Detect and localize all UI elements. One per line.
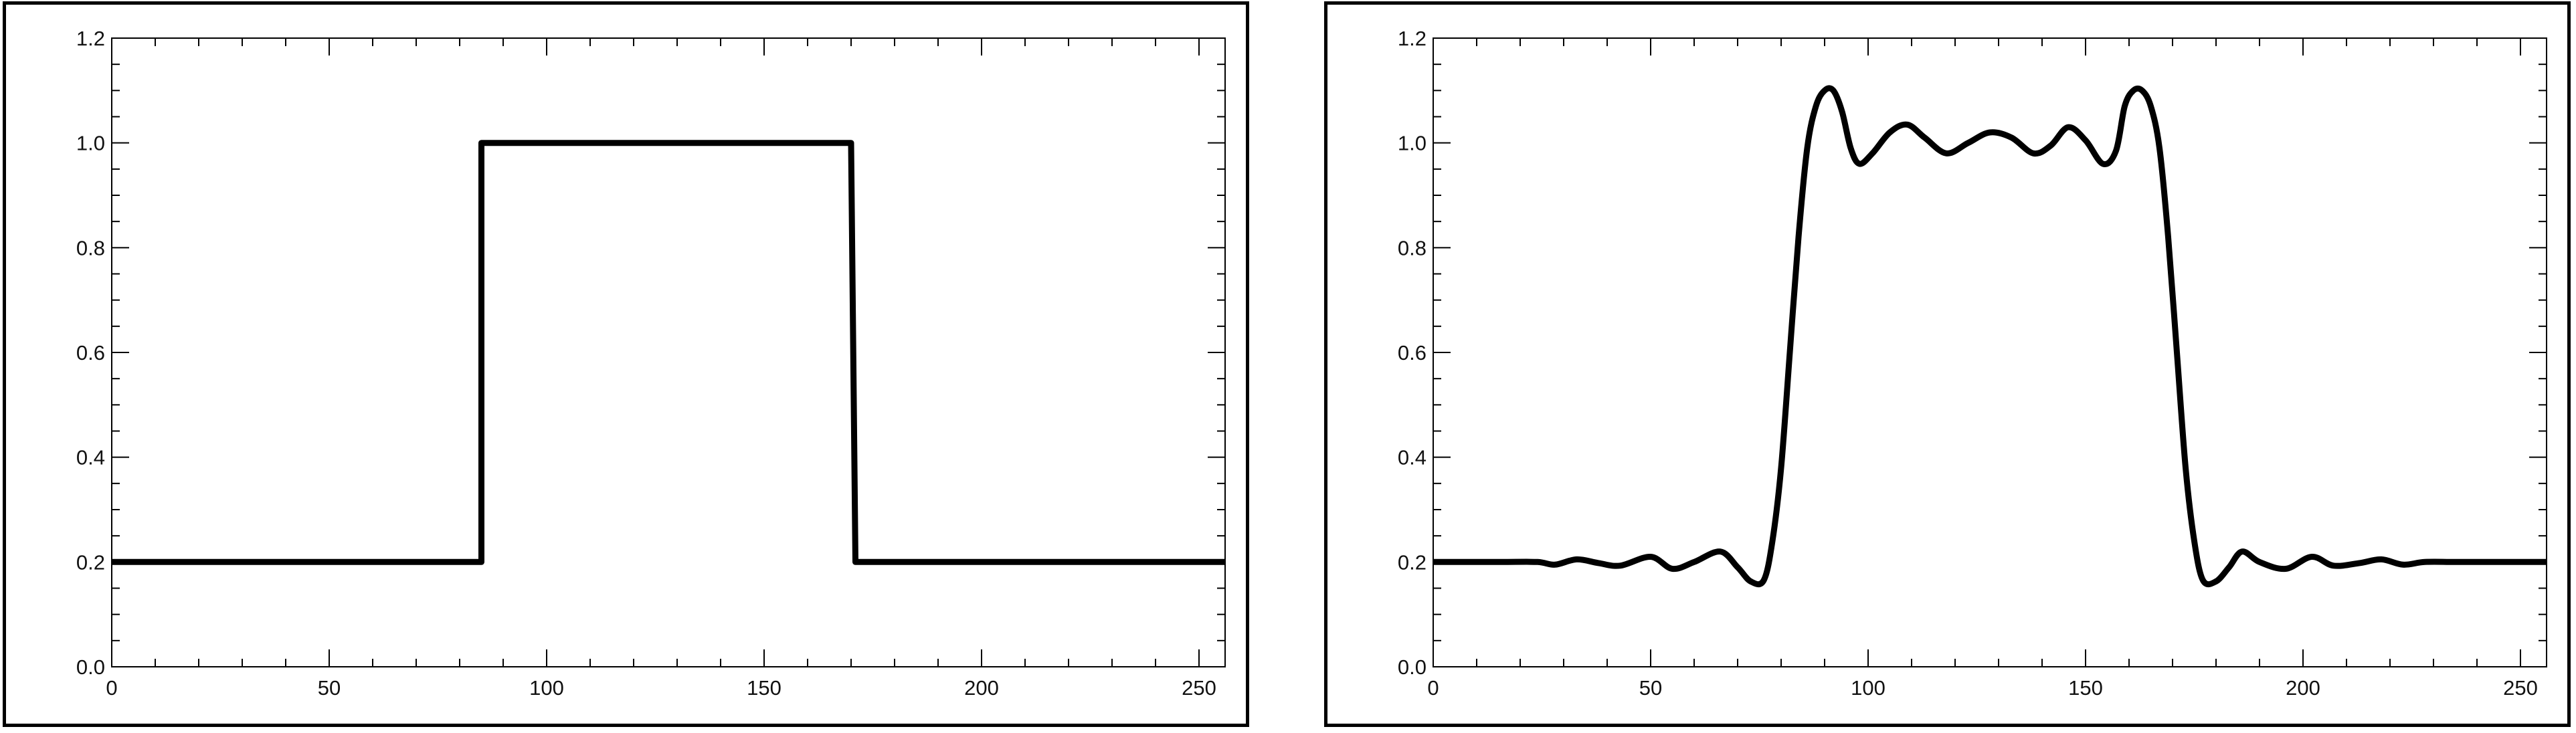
chart-0-series-line [112,140,1225,565]
chart-1-x-tick-label: 0 [1427,676,1439,700]
smoothed-step-chart: 0 50 100 150 200 250 0.0 0.2 0.4 0.6 0.8 1.0 1.2 [1398,27,2547,700]
chart-0-x-tick-label: 100 [529,676,564,700]
chart-1-x-tick-label: 100 [1851,676,1885,700]
chart-1-y-tick-label: 0.6 [1398,341,1427,364]
chart-1-x-tick-label: 250 [2503,676,2538,700]
chart-0-x-tick-label: 50 [318,676,341,700]
chart-1-y-tick-label: 0.0 [1398,655,1427,679]
chart-0-y-tick-label: 0.4 [76,446,105,469]
chart-0-y-tick-label: 1.0 [76,132,105,155]
chart-1-y-tick-label: 0.8 [1398,236,1427,259]
chart-1-y-tick-label: 0.4 [1398,446,1427,469]
chart-panel-right: 0 50 100 150 200 250 0.0 0.2 0.4 0.6 0.8 1.0 1.2 [1324,1,2571,727]
chart-1-x-tick-label: 150 [2068,676,2103,700]
chart-0-y-tick-label: 1.2 [76,27,105,50]
chart-1-x-tick-label: 50 [1639,676,1662,700]
chart-0-x-tick-label: 0 [106,676,117,700]
chart-1-series-line [1433,85,2547,588]
chart-0-y-tick-label: 0.8 [76,236,105,259]
chart-1-y-tick-label: 1.0 [1398,132,1427,155]
plot-frame [111,37,1226,667]
chart-0-x-tick-label: 200 [964,676,999,700]
chart-1-y-tick-label: 0.2 [1398,550,1427,574]
chart-0-x-tick-label: 250 [1182,676,1216,700]
chart-0-y-tick-label: 0.6 [76,341,105,364]
chart-panel-left: 0 50 100 150 200 250 0.0 0.2 0.4 0.6 0.8 1.0 1.2 [3,1,1249,727]
step-function-chart: 0 50 100 150 200 250 0.0 0.2 0.4 0.6 0.8 1.0 1.2 [76,27,1226,700]
chart-1-y-tick-label: 1.2 [1398,27,1427,50]
chart-1-x-tick-label: 200 [2286,676,2320,700]
chart-0-x-tick-label: 150 [747,676,781,700]
chart-0-y-tick-label: 0.0 [76,655,105,679]
chart-0-y-tick-label: 0.2 [76,550,105,574]
